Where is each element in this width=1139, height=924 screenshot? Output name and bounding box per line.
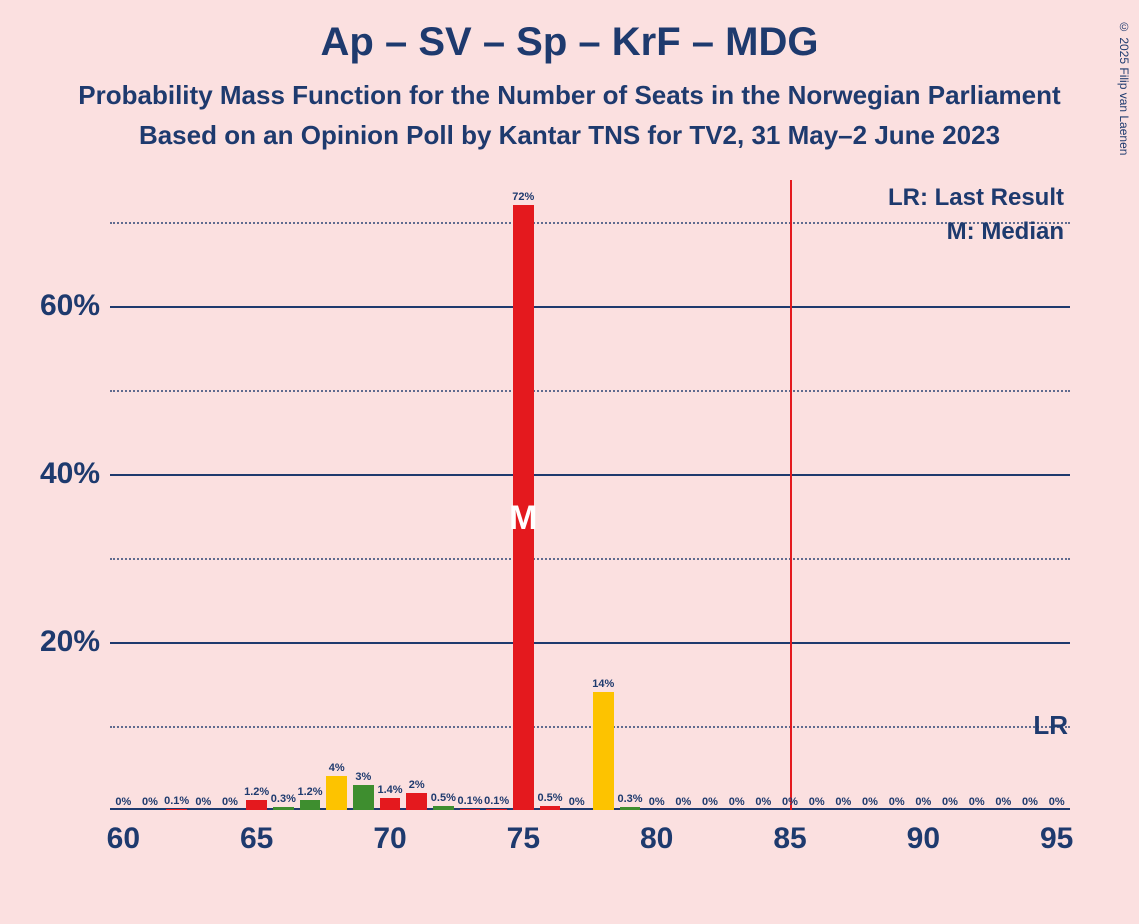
pmf-bar-label: 0%	[889, 796, 905, 810]
pmf-bar-label: 0.5%	[431, 792, 456, 806]
legend-median: M: Median	[947, 218, 1064, 246]
x-tick-label: 90	[907, 810, 940, 856]
x-tick-label: 70	[373, 810, 406, 856]
x-tick-label: 75	[507, 810, 540, 856]
pmf-bar-label: 3%	[355, 771, 371, 785]
y-gridline-minor	[110, 558, 1070, 560]
pmf-bar: 3%	[353, 785, 374, 810]
pmf-bar-label: 72%	[512, 191, 534, 205]
pmf-bar: 0.1%	[486, 809, 507, 810]
pmf-bar-label: 0%	[755, 796, 771, 810]
pmf-bar: 0.1%	[166, 809, 187, 810]
x-tick-label: 80	[640, 810, 673, 856]
y-tick-label: 40%	[40, 457, 110, 491]
pmf-bar-label: 0.1%	[457, 795, 482, 809]
pmf-bar-label: 0%	[995, 796, 1011, 810]
y-tick-label: 20%	[40, 625, 110, 659]
pmf-bar: 0.1%	[460, 809, 481, 810]
y-gridline-minor	[110, 222, 1070, 224]
pmf-bar-label: 4%	[329, 762, 345, 776]
x-tick-label: 95	[1040, 810, 1073, 856]
pmf-bar-label: 0%	[969, 796, 985, 810]
x-tick-label: 60	[107, 810, 140, 856]
pmf-bar-label: 0%	[569, 796, 585, 810]
pmf-bar-label: 0.3%	[617, 793, 642, 807]
copyright-text: © 2025 Filip van Laenen	[1117, 20, 1131, 155]
pmf-bar: 2%	[406, 793, 427, 810]
y-gridline-major	[110, 474, 1070, 476]
pmf-bar-label: 0%	[1022, 796, 1038, 810]
pmf-chart: Ap – SV – Sp – KrF – MDG Probability Mas…	[0, 0, 1139, 924]
chart-subtitle-2: Based on an Opinion Poll by Kantar TNS f…	[0, 120, 1139, 151]
pmf-bar-label: 0.1%	[484, 795, 509, 809]
pmf-bar-label: 0.3%	[271, 793, 296, 807]
pmf-bar: 1.2%	[246, 800, 267, 810]
pmf-bar-label: 0.1%	[164, 795, 189, 809]
pmf-bar: 1.2%	[300, 800, 321, 810]
pmf-bar-label: 0%	[862, 796, 878, 810]
pmf-bar-label: 0%	[675, 796, 691, 810]
plot-area: 20%40%60%60657075808590950%0%0.1%0%0%1.2…	[110, 180, 1070, 810]
lr-axis-label: LR	[1033, 710, 1068, 741]
pmf-bar-label: 0%	[195, 796, 211, 810]
pmf-bar-label: 1.4%	[377, 784, 402, 798]
pmf-bar-label: 1.2%	[244, 786, 269, 800]
y-tick-label: 60%	[40, 289, 110, 323]
pmf-bar-label: 0%	[835, 796, 851, 810]
pmf-bar: 0.3%	[273, 807, 294, 810]
pmf-bar-label: 0.5%	[537, 792, 562, 806]
pmf-bar: 0.5%	[540, 806, 561, 810]
pmf-bar-label: 0%	[649, 796, 665, 810]
pmf-bar-label: 0%	[809, 796, 825, 810]
pmf-bar: 4%	[326, 776, 347, 810]
chart-subtitle-1: Probability Mass Function for the Number…	[0, 80, 1139, 111]
x-tick-label: 85	[773, 810, 806, 856]
y-gridline-major	[110, 642, 1070, 644]
pmf-bar-label: 0%	[729, 796, 745, 810]
median-marker: M	[509, 499, 537, 538]
pmf-bar-label: 0%	[782, 796, 798, 810]
pmf-bar-label: 0%	[222, 796, 238, 810]
pmf-bar-label: 14%	[592, 678, 614, 692]
pmf-bar-label: 0%	[1049, 796, 1065, 810]
pmf-bar-label: 0%	[942, 796, 958, 810]
pmf-bar-label: 0%	[115, 796, 131, 810]
lr-vertical-line	[790, 180, 792, 810]
pmf-bar: 14%	[593, 692, 614, 810]
pmf-bar: 0.5%	[433, 806, 454, 810]
pmf-bar: 0.3%	[620, 807, 641, 810]
pmf-bar: 1.4%	[380, 798, 401, 810]
y-gridline-minor	[110, 390, 1070, 392]
pmf-bar: 72%M	[513, 205, 534, 810]
pmf-bar-label: 2%	[409, 779, 425, 793]
legend-lr: LR: Last Result	[888, 184, 1064, 212]
y-gridline-major	[110, 306, 1070, 308]
pmf-bar-label: 0%	[142, 796, 158, 810]
pmf-bar-label: 0%	[702, 796, 718, 810]
pmf-bar-label: 1.2%	[297, 786, 322, 800]
chart-title: Ap – SV – Sp – KrF – MDG	[0, 20, 1139, 65]
x-tick-label: 65	[240, 810, 273, 856]
y-gridline-minor	[110, 726, 1070, 728]
pmf-bar-label: 0%	[915, 796, 931, 810]
